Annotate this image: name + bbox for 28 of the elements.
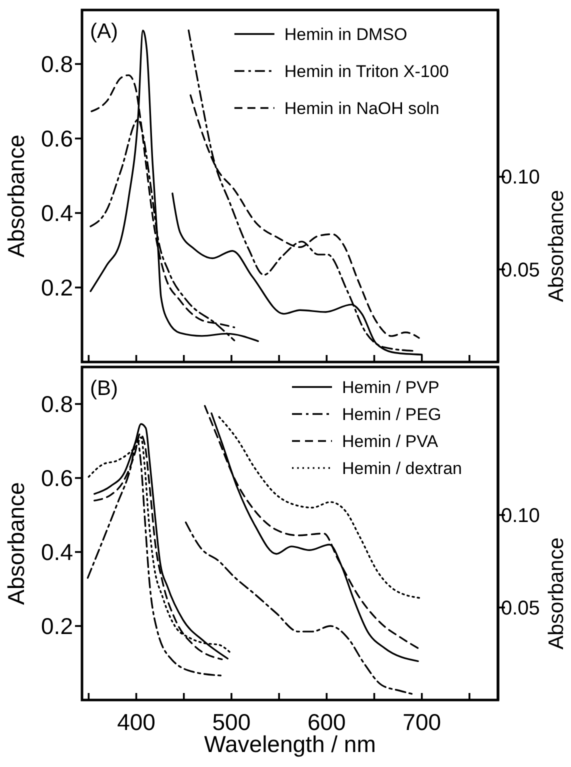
y-tick-label: 0.6 [41,465,73,492]
y-tick-label: 0.6 [41,126,73,152]
y2-tick-label: 0.05 [501,259,540,282]
y2-tick-label: 0.10 [501,505,540,527]
legend-label: Hemin / dextran [342,458,462,478]
line-series [184,522,416,696]
annotation: (A) [90,20,118,43]
annotation: (B) [90,377,118,400]
legend-label: Hemin / PVA [342,432,439,451]
y2-axis-title: Absorbance [545,190,568,302]
y2-axis-title: Absorbance [545,537,568,650]
legend-label: Hemin in NaOH soln [284,98,440,118]
x-tick-label: 700 [402,709,442,735]
legend-label: Hemin / PEG [342,404,442,424]
y-axis-title: Absorbance [3,134,29,258]
y-tick-label: 0.4 [41,539,74,566]
legend-label: Hemin / PVP [342,378,440,397]
y2-tick-label: 0.05 [501,598,540,620]
y-tick-label: 0.2 [41,274,73,301]
y-tick-label: 0.8 [41,391,73,418]
y-axis-title: Absorbance [3,482,29,605]
x-tick-label: 400 [117,709,156,735]
legend-label: Hemin in DMSO [284,24,408,44]
legend-label: Hemin in Triton X-100 [284,62,449,81]
y2-tick-label: 0.10 [501,166,540,189]
y-tick-label: 0.2 [41,613,73,640]
y-tick-label: 0.4 [41,200,74,226]
y-tick-label: 0.8 [41,51,73,78]
